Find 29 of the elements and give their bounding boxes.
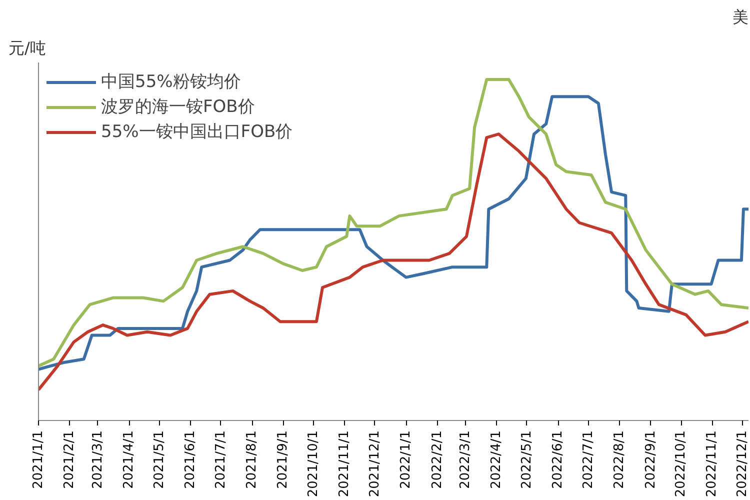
x-tick-label: 2022/12/1 [734, 430, 750, 498]
x-tick-label: 2021/5/1 [152, 430, 167, 489]
x-tick-label: 2021/6/1 [183, 430, 198, 489]
x-tick-label: 2022/2/1 [430, 430, 445, 489]
x-tick-label: 2022/9/1 [643, 430, 658, 489]
text: 美 [732, 8, 748, 26]
x-tick-label: 2021/10/1 [306, 430, 321, 498]
x-tick-label: 2022/3/1 [458, 430, 474, 489]
x-tick-label: 2021/4/1 [122, 430, 137, 489]
x-tick-label: 2021/1/1 [31, 430, 46, 489]
x-tick-label: 2022/10/1 [674, 430, 689, 498]
legend-label: 55%一铵中国出口FOB价 [101, 121, 293, 143]
x-tick-label: 2022/6/1 [550, 430, 566, 489]
x-tick-label: 2022/4/1 [489, 430, 504, 489]
x-tick-label: 2022/8/1 [612, 430, 628, 489]
x-tick-label: 2022/1/1 [398, 430, 414, 489]
x-tick-label: 2021/12/1 [367, 430, 382, 498]
x-tick-label: 2022/7/1 [580, 430, 596, 489]
x-tick-label: 2021/11/1 [337, 430, 352, 498]
legend-label: 中国55%粉铵均价 [101, 71, 241, 93]
x-tick-label: 2021/2/1 [62, 430, 78, 489]
x-tick-label: 2021/3/1 [90, 430, 106, 489]
x-tick-label: 2021/7/1 [213, 430, 228, 489]
y-axis-title: 元/吨 [8, 38, 46, 58]
x-tick-label: 2022/11/1 [704, 430, 720, 498]
x-tick-label: 2021/8/1 [244, 430, 260, 489]
legend-label: 波罗的海一铵FOB价 [101, 96, 255, 118]
x-tick-label: 2021/9/1 [276, 430, 291, 489]
x-tick-label: 2022/5/1 [519, 430, 534, 489]
